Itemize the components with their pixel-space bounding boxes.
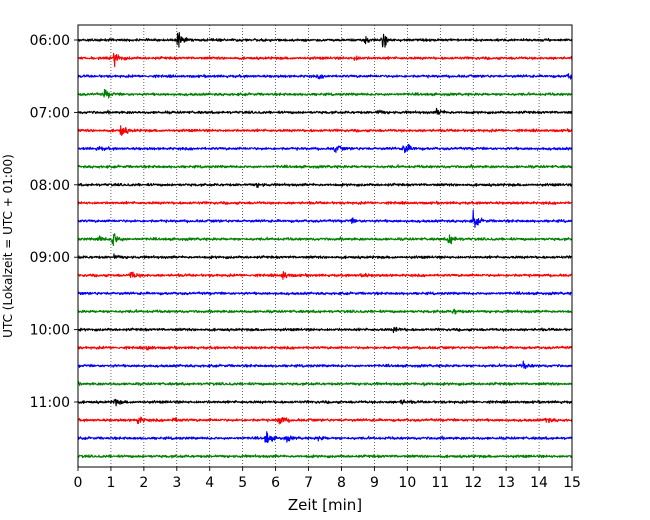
trace-1130 — [77, 431, 573, 444]
trace-1145 — [77, 454, 573, 459]
trace-0600 — [77, 31, 573, 48]
trace-1100 — [77, 398, 573, 407]
x-tick-label: 10 — [398, 475, 416, 491]
trace-0945 — [77, 308, 573, 315]
x-tick-label: 13 — [497, 475, 515, 491]
trace-1045 — [77, 381, 573, 387]
trace-0900 — [77, 253, 573, 260]
x-axis-label: Zeit [min] — [288, 496, 362, 514]
trace-0630 — [77, 73, 573, 80]
x-tick-label: 3 — [172, 475, 181, 491]
trace-1015 — [77, 345, 573, 351]
x-tick-label: 11 — [431, 475, 449, 491]
trace-1000 — [77, 326, 573, 334]
x-tick-label: 0 — [74, 475, 83, 491]
x-tick-label: 4 — [205, 475, 214, 491]
x-axis-ticks: 0 1 2 3 4 5 6 7 8 9 10 11 12 13 14 15 — [74, 467, 581, 491]
y-tick-label: 11:00 — [30, 395, 70, 411]
y-tick-label: 09:00 — [30, 250, 70, 266]
x-tick-label: 15 — [563, 475, 581, 491]
x-tick-label: 12 — [464, 475, 482, 491]
trace-1030 — [77, 360, 573, 369]
x-tick-label: 6 — [271, 475, 280, 491]
y-axis-ticks: 06:00 07:00 08:00 09:00 10:00 11:00 — [30, 33, 78, 411]
x-tick-label: 14 — [530, 475, 548, 491]
trace-0830 — [77, 209, 573, 229]
trace-0615 — [77, 52, 573, 68]
trace-0645 — [77, 88, 573, 99]
trace-0915 — [77, 271, 573, 280]
seismic-traces — [77, 31, 573, 459]
x-tick-label: 2 — [139, 475, 148, 491]
trace-0745 — [77, 163, 573, 169]
y-tick-label: 08:00 — [30, 178, 70, 194]
y-tick-label: 10:00 — [30, 323, 70, 339]
trace-0800 — [77, 182, 573, 189]
x-tick-label: 7 — [304, 475, 313, 491]
trace-0730 — [77, 143, 573, 154]
y-tick-label: 06:00 — [30, 33, 70, 49]
trace-1115 — [77, 416, 573, 425]
y-axis-label: UTC (Lokalzeit = UTC + 01:00) — [1, 154, 15, 338]
y-tick-label: 07:00 — [30, 105, 70, 121]
trace-0845 — [77, 233, 573, 247]
trace-0815 — [77, 200, 573, 206]
trace-0700 — [77, 107, 573, 115]
plot-frame — [77, 24, 573, 468]
trace-0715 — [77, 125, 573, 137]
x-tick-label: 8 — [337, 475, 346, 491]
x-tick-label: 1 — [106, 475, 115, 491]
trace-0930 — [77, 291, 573, 296]
x-tick-label: 9 — [370, 475, 379, 491]
x-tick-label: 5 — [238, 475, 247, 491]
